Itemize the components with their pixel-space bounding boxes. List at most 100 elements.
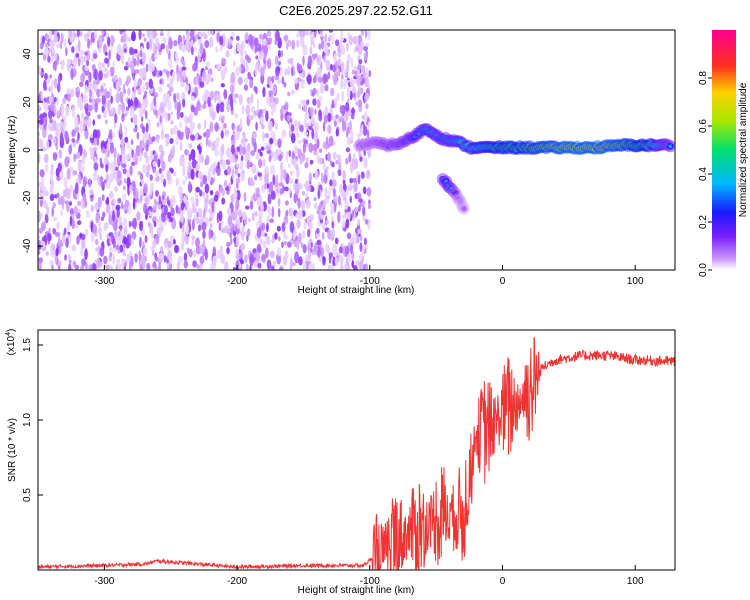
noise-cell [367, 203, 372, 210]
noise-cell [158, 168, 162, 174]
noise-cell [345, 62, 350, 74]
noise-cell [82, 94, 88, 105]
noise-cell [100, 216, 104, 221]
noise-cell [296, 39, 300, 48]
noise-cell [119, 49, 124, 57]
noise-cell [220, 130, 224, 139]
noise-cell [250, 93, 254, 104]
noise-cell [328, 34, 332, 40]
noise-cell [116, 258, 120, 264]
noise-cell [159, 246, 164, 253]
noise-cell [185, 30, 189, 36]
noise-cell [255, 121, 258, 131]
noise-cell [195, 132, 199, 140]
noise-cell [51, 264, 55, 270]
noise-cell [308, 250, 312, 261]
noise-cell [221, 197, 226, 205]
noise-cell [290, 123, 295, 132]
colorbar-tick-label: 0.0 [698, 263, 709, 277]
noise-cell [290, 89, 296, 95]
noise-cell [305, 30, 311, 36]
noise-cell [91, 64, 96, 72]
noise-cell [51, 41, 56, 47]
noise-cell [108, 247, 114, 252]
noise-cell [352, 79, 357, 84]
noise-cell [120, 201, 124, 210]
noise-cell [297, 139, 303, 144]
noise-cell [280, 66, 283, 77]
noise-cell [132, 197, 136, 210]
noise-cell [142, 246, 148, 257]
x-tick-label: -300 [94, 276, 114, 287]
noise-cell [257, 262, 262, 269]
noise-cell [196, 100, 201, 111]
noise-cell [240, 259, 245, 265]
noise-cell [70, 68, 74, 81]
noise-cell [216, 137, 220, 142]
x-tick-label: 0 [500, 576, 506, 587]
noise-cell [145, 208, 150, 216]
noise-cell [216, 30, 222, 33]
noise-cell [185, 223, 190, 236]
noise-cell [331, 99, 335, 109]
noise-cell [313, 243, 319, 253]
noise-cell [265, 110, 269, 122]
noise-cell [309, 159, 314, 165]
noise-cell [324, 84, 329, 92]
figure-title: C2E6.2025.297.22.52.G11 [279, 3, 433, 18]
noise-cell [42, 128, 47, 139]
noise-cell [235, 154, 239, 160]
noise-cell [287, 163, 291, 169]
noise-cell [165, 112, 168, 122]
noise-cell [119, 91, 123, 103]
noise-cell [280, 167, 285, 178]
noise-cell [71, 46, 75, 53]
noise-cell [123, 266, 127, 270]
noise-cell [284, 186, 289, 192]
noise-cell [230, 144, 235, 155]
noise-cell [291, 66, 294, 77]
noise-cell [119, 154, 123, 163]
noise-cell [93, 68, 98, 81]
noise-cell [329, 87, 335, 97]
noise-cell [346, 264, 351, 270]
noise-cell [339, 254, 344, 264]
noise-cell [132, 217, 137, 230]
noise-cell [99, 247, 105, 257]
noise-cell [104, 51, 108, 56]
noise-cell [209, 222, 213, 229]
noise-cell [192, 260, 197, 268]
noise-cell [193, 249, 197, 258]
snr-y-axis-label: SNR (10 * v/v) [7, 418, 18, 482]
noise-cell [168, 38, 173, 50]
noise-cell [266, 58, 272, 70]
noise-cell [62, 97, 67, 105]
noise-cell [179, 191, 183, 204]
noise-cell [209, 207, 212, 217]
noise-cell [141, 103, 145, 108]
noise-cell [293, 228, 296, 240]
noise-cell [88, 71, 92, 83]
noise-cell [115, 80, 120, 93]
noise-cell [66, 167, 71, 180]
noise-cell [318, 43, 322, 51]
noise-cell [179, 111, 184, 119]
noise-cell [164, 204, 168, 216]
noise-cell [143, 151, 148, 159]
noise-cell [223, 122, 227, 129]
noise-cell [250, 181, 255, 187]
noise-cell [290, 133, 296, 144]
noise-cell [296, 219, 301, 229]
noise-cell [243, 77, 249, 85]
noise-cell [124, 136, 129, 143]
noise-cell [307, 228, 311, 238]
noise-cell [40, 71, 44, 76]
spectrogram-x-axis-label: Height of straight line (km) [298, 285, 415, 296]
noise-cell [170, 207, 175, 217]
noise-cell [92, 119, 95, 126]
noise-cell [234, 99, 237, 104]
noise-cell [355, 207, 358, 213]
noise-cell [182, 98, 186, 108]
noise-cell [103, 156, 108, 164]
noise-cell [181, 66, 187, 71]
